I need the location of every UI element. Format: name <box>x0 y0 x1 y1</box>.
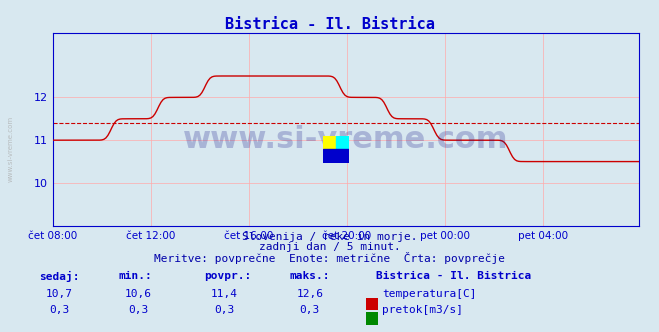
Text: www.si-vreme.com: www.si-vreme.com <box>8 116 14 183</box>
Text: 0,3: 0,3 <box>214 305 234 315</box>
Text: zadnji dan / 5 minut.: zadnji dan / 5 minut. <box>258 242 401 252</box>
Text: pretok[m3/s]: pretok[m3/s] <box>382 305 463 315</box>
Text: Bistrica - Il. Bistrica: Bistrica - Il. Bistrica <box>225 17 434 32</box>
Text: maks.:: maks.: <box>290 271 330 281</box>
Text: www.si-vreme.com: www.si-vreme.com <box>183 124 509 154</box>
Text: 12,6: 12,6 <box>297 289 323 299</box>
Bar <box>323 149 336 163</box>
Text: 10,7: 10,7 <box>46 289 72 299</box>
Text: Meritve: povprečne  Enote: metrične  Črta: povprečje: Meritve: povprečne Enote: metrične Črta:… <box>154 252 505 264</box>
Text: 0,3: 0,3 <box>49 305 69 315</box>
Text: temperatura[C]: temperatura[C] <box>382 289 476 299</box>
Text: min.:: min.: <box>119 271 152 281</box>
Text: Slovenija / reke in morje.: Slovenija / reke in morje. <box>242 232 417 242</box>
Text: Bistrica - Il. Bistrica: Bistrica - Il. Bistrica <box>376 271 531 281</box>
Text: povpr.:: povpr.: <box>204 271 252 281</box>
Text: 0,3: 0,3 <box>129 305 148 315</box>
Bar <box>323 136 336 149</box>
Text: 10,6: 10,6 <box>125 289 152 299</box>
Text: 0,3: 0,3 <box>300 305 320 315</box>
Text: 11,4: 11,4 <box>211 289 237 299</box>
Text: sedaj:: sedaj: <box>40 271 80 282</box>
Bar <box>336 136 349 149</box>
Bar <box>336 149 349 163</box>
